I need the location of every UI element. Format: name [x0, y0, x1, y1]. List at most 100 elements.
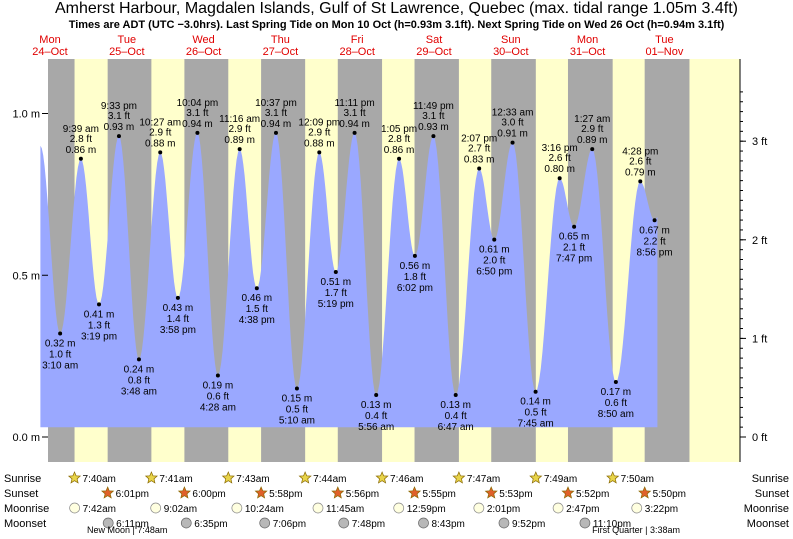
tide-point	[237, 147, 242, 152]
tide-time-label: 4:28 am	[200, 403, 236, 414]
moonrise-icon	[69, 502, 80, 514]
tide-ft-label: 1.5 ft	[246, 304, 268, 315]
tide-point	[136, 357, 141, 362]
y-tick-label-ft: 2 ft	[752, 235, 767, 247]
moonrise-time: 3:22pm	[645, 504, 678, 515]
tide-ft-label: 2.6 ft	[629, 156, 651, 167]
tide-point	[352, 130, 357, 135]
tide-time-label: 3:10 am	[42, 360, 78, 371]
day-label: Mon	[577, 34, 598, 46]
legend-row-label-left: Moonrise	[4, 503, 49, 515]
sunset-icon	[561, 486, 575, 499]
tide-time-label: 8:56 pm	[637, 247, 673, 258]
moonset-icon	[259, 517, 271, 529]
tide-ft-label: 3.1 ft	[108, 111, 130, 122]
tide-ft-label: 3.0 ft	[501, 118, 523, 129]
tide-point	[431, 134, 436, 139]
tide-m-label: 0.61 m	[479, 245, 510, 256]
moonset-icon	[102, 517, 114, 529]
tide-time-label: 7:47 pm	[556, 254, 592, 265]
sunset-time: 6:00pm	[192, 489, 225, 500]
moonset-time: 9:52pm	[512, 519, 545, 530]
tide-m-label: 0.94 m	[182, 119, 213, 130]
tide-time-label: 9:33 pm	[101, 101, 137, 112]
tide-time-label: 5:56 am	[358, 422, 394, 433]
day-label: Mon	[39, 34, 60, 46]
tide-m-label: 0.43 m	[163, 303, 194, 314]
date-label: 24–Oct	[32, 46, 67, 58]
tide-ft-label: 0.6 ft	[605, 398, 627, 409]
moonrise-time: 2:01pm	[487, 504, 520, 515]
tide-ft-label: 1.4 ft	[167, 314, 189, 325]
day-label: Thu	[271, 34, 290, 46]
tide-m-label: 0.19 m	[203, 381, 234, 392]
tide-point	[638, 179, 643, 184]
tide-m-label: 0.56 m	[400, 261, 431, 272]
sunset-time: 5:52pm	[576, 489, 609, 500]
sunrise-icon	[452, 471, 466, 484]
tide-time-label: 1:05 pm	[381, 124, 417, 135]
moonset-icon	[338, 517, 350, 529]
moonset-icon	[579, 517, 591, 529]
tide-point	[397, 156, 402, 161]
tide-m-label: 0.46 m	[242, 293, 273, 304]
tide-m-label: 0.93 m	[418, 122, 449, 133]
moonrise-icon	[312, 502, 324, 514]
tide-time-label: 11:11 pm	[334, 98, 374, 109]
tide-ft-label: 2.9 ft	[581, 124, 603, 135]
tide-time-label: 1:27 am	[574, 114, 610, 125]
tide-m-label: 0.86 m	[384, 145, 415, 156]
tide-time-label: 5:19 pm	[318, 299, 354, 310]
tide-m-label: 0.91 m	[497, 129, 528, 140]
sunset-icon	[254, 486, 268, 499]
tide-time-label: 3:48 am	[121, 386, 157, 397]
tide-point	[294, 386, 299, 391]
tide-ft-label: 3.1 ft	[343, 108, 365, 119]
moonset-time: 8:43pm	[431, 519, 464, 530]
moon-phase-note: First Quarter | 3:38am	[592, 525, 680, 535]
tide-point	[273, 130, 278, 135]
tide-time-label: 6:02 pm	[397, 283, 433, 294]
tide-time-label: 11:49 pm	[413, 101, 454, 112]
sunset-time: 5:58pm	[269, 489, 302, 500]
sunrise-time: 7:47am	[467, 474, 500, 485]
tide-time-label: 10:04 pm	[177, 98, 219, 109]
tide-ft-label: 1.8 ft	[404, 272, 426, 283]
tide-point	[175, 295, 180, 300]
tide-m-label: 0.88 m	[145, 138, 176, 149]
moonrise-icon	[473, 502, 485, 514]
tide-point	[158, 150, 163, 155]
tide-ft-label: 2.0 ft	[483, 256, 505, 267]
moonrise-icon	[393, 502, 405, 514]
date-label: 28–Oct	[339, 46, 374, 58]
tide-time-label: 3:16 pm	[542, 143, 578, 154]
tide-m-label: 0.51 m	[321, 277, 352, 288]
moonrise-time: 2:47pm	[566, 504, 599, 515]
date-label: 01–Nov	[645, 46, 683, 58]
tide-m-label: 0.94 m	[261, 119, 292, 130]
sunrise-time: 7:46am	[390, 474, 423, 485]
y-tick-label-ft: 1 ft	[752, 333, 767, 345]
sunset-icon	[177, 486, 191, 499]
tide-ft-label: 1.3 ft	[88, 320, 110, 331]
tide-m-label: 0.14 m	[520, 397, 551, 408]
date-label: 25–Oct	[109, 46, 144, 58]
chart-title: Amherst Harbour, Magdalen Islands, Gulf …	[54, 0, 738, 17]
date-label: 29–Oct	[416, 46, 451, 58]
tide-point	[58, 331, 63, 336]
sunrise-icon	[144, 471, 158, 484]
tide-m-label: 0.80 m	[544, 164, 575, 175]
moonrise-time: 11:45am	[326, 504, 364, 515]
tide-time-label: 7:45 am	[518, 419, 554, 430]
tide-point	[453, 392, 458, 397]
tide-ft-label: 0.4 ft	[365, 411, 387, 422]
chart-subtitle: Times are ADT (UTC −3.0hrs). Last Spring…	[68, 19, 725, 31]
tide-point	[374, 392, 379, 397]
legend-row-label-right: Sunset	[755, 488, 789, 500]
sunset-icon	[101, 486, 115, 499]
day-label: Tue	[655, 34, 674, 46]
tide-m-label: 0.13 m	[361, 400, 392, 411]
sunrise-time: 7:44am	[313, 474, 346, 485]
sunset-time: 5:56pm	[346, 489, 379, 500]
